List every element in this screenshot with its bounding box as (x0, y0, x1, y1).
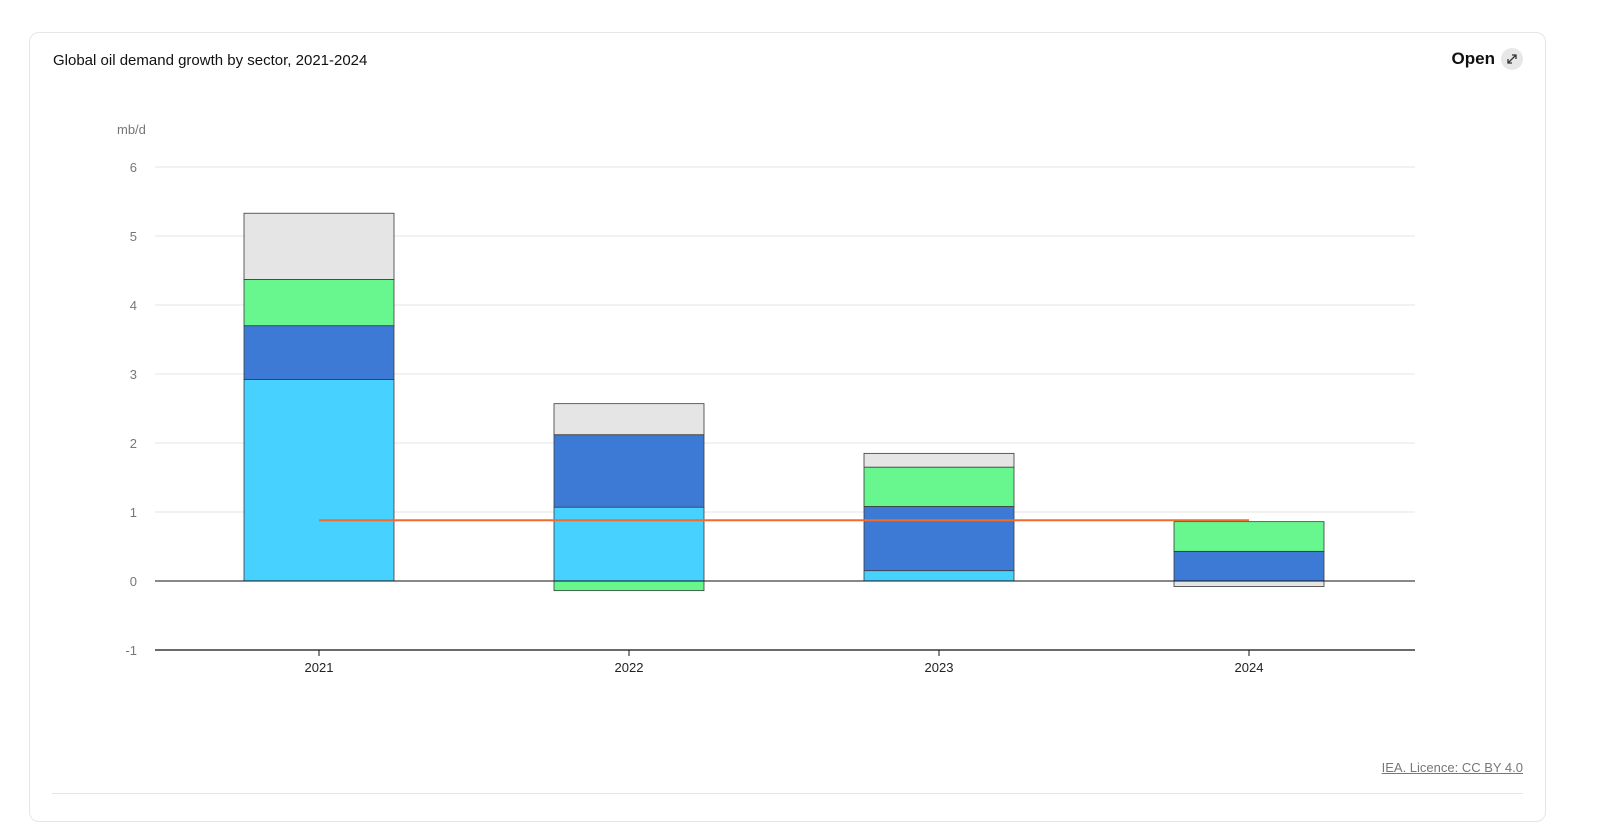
y-tick-label: 5 (130, 229, 137, 244)
bar-segment-2024-s4 (1173, 580, 1325, 587)
y-tick-label: 2 (130, 436, 137, 451)
bar-segment-2024-s2 (1173, 550, 1325, 582)
y-axis-ticks: -1 0 1 2 3 4 5 6 (125, 160, 137, 658)
bottom-divider (52, 793, 1523, 794)
bar-segment-2022-s2 (553, 434, 705, 508)
licence-link[interactable]: IEA. Licence: CC BY 4.0 (1381, 760, 1523, 775)
x-tick-label: 2023 (925, 660, 954, 675)
y-tick-label: 0 (130, 574, 137, 589)
axes (155, 580, 1415, 651)
bar-segment-2024-s3 (1173, 521, 1325, 552)
stacked-bar-chart: -1 0 1 2 3 4 5 6 mb/d 2021 2022 2023 2024 (117, 122, 1415, 675)
y-tick-label: 4 (130, 298, 137, 313)
bar-segment-2023-s4 (863, 452, 1015, 468)
bar-segment-2023-s3 (863, 466, 1015, 507)
open-button-label: Open (1451, 49, 1495, 68)
y-tick-label: 6 (130, 160, 137, 175)
expand-arrows-icon[interactable] (1501, 48, 1523, 70)
y-tick-label: 3 (130, 367, 137, 382)
bar-segment-2021-s3 (243, 279, 395, 327)
bar-segment-2021-s1 (243, 379, 395, 582)
bar-segment-2022-s1 (553, 506, 705, 582)
x-tick-label: 2021 (305, 660, 334, 675)
bars (243, 212, 1325, 592)
x-tick-label: 2024 (1235, 660, 1264, 675)
bar-segment-2021-s4 (243, 212, 395, 280)
y-tick-label: -1 (125, 643, 137, 658)
y-axis-unit-label: mb/d (117, 122, 146, 137)
bar-segment-2023-s1 (863, 570, 1015, 582)
open-button[interactable]: Open (1452, 48, 1523, 70)
chart-title: Global oil demand growth by sector, 2021… (53, 52, 368, 69)
bar-segment-2022-s3 (553, 580, 705, 592)
bar-segment-2022-s4 (553, 403, 705, 436)
x-axis-ticks: 2021 2022 2023 2024 (305, 650, 1264, 675)
x-tick-label: 2022 (615, 660, 644, 675)
bar-segment-2021-s2 (243, 325, 395, 380)
bar-segment-2023-s2 (863, 506, 1015, 572)
y-tick-label: 1 (130, 505, 137, 520)
